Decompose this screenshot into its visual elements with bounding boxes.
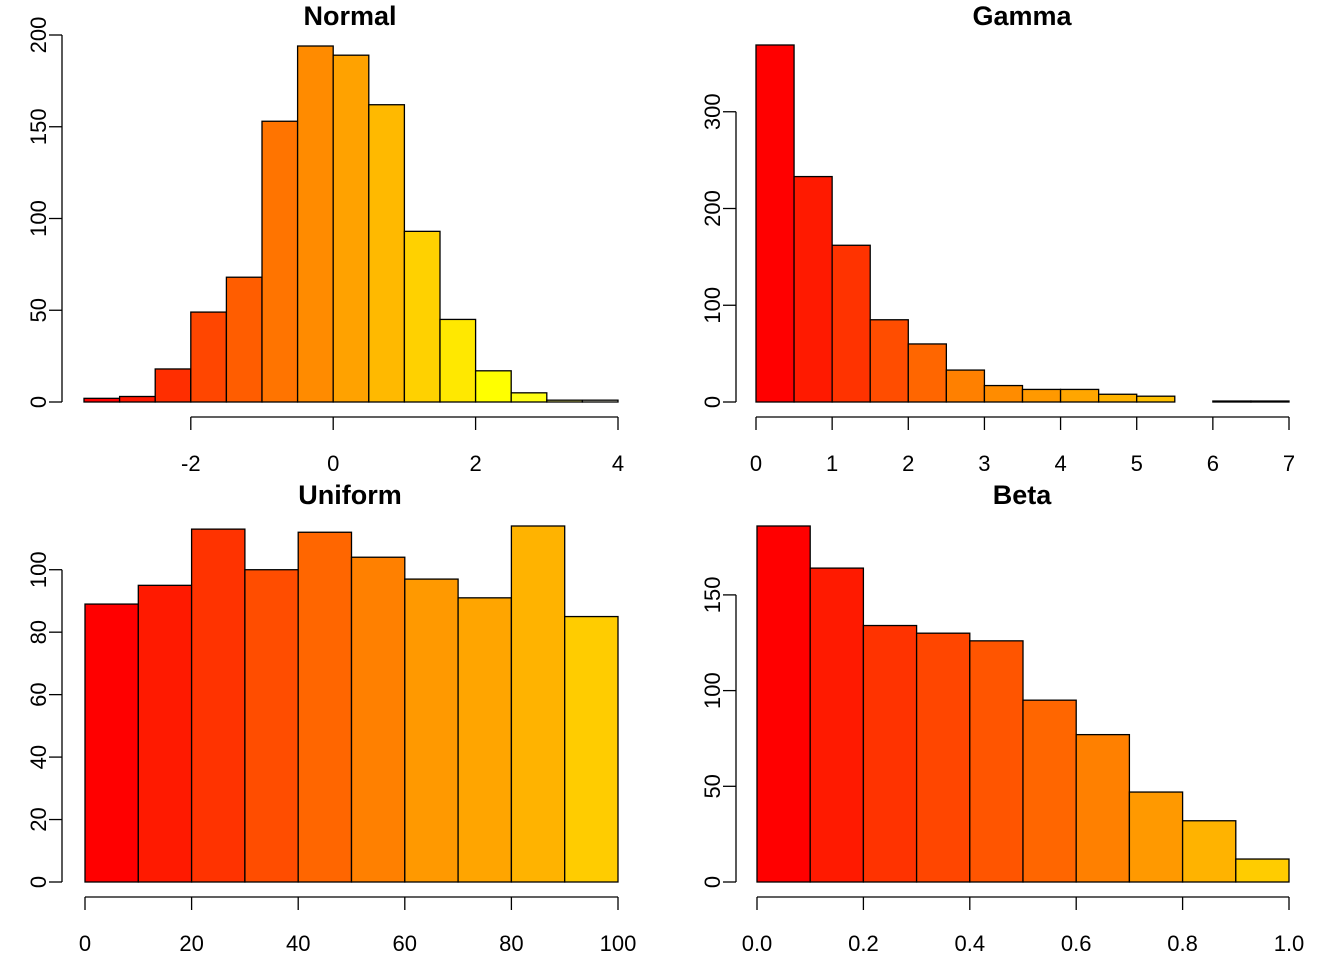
bar [1235,858,1290,883]
bar [118,395,156,403]
y-tick-label: 20 [26,807,51,831]
bar [137,584,193,883]
chart-title: Gamma [972,1,1072,31]
bar [261,120,299,403]
y-tick-label: 40 [26,745,51,769]
bar [907,343,948,403]
bar [457,597,513,883]
bar [1059,388,1100,403]
x-tick-label: 1 [826,451,838,476]
x-tick-label: -2 [181,451,201,476]
y-tick-label: 60 [26,682,51,706]
bar [1136,395,1176,403]
bar [793,175,833,403]
bar [1128,791,1184,883]
bar [404,578,459,883]
y-tick-label: 100 [700,672,725,709]
x-tick-label: 3 [978,451,990,476]
bar [1075,733,1131,883]
y-tick-label: 300 [700,93,725,130]
bar [439,318,477,403]
bar [1212,400,1252,403]
x-tick-label: 0.4 [955,931,986,956]
bar [1021,388,1062,403]
bar [474,370,512,403]
bar [225,276,263,403]
bar [154,368,192,403]
x-tick-label: 7 [1283,451,1295,476]
bar [350,556,406,883]
x-tick-label: 5 [1131,451,1143,476]
x-tick-label: 6 [1207,451,1219,476]
bar [403,230,441,403]
x-tick-label: 2 [902,451,914,476]
bar [1022,699,1077,883]
y-tick-label: 100 [700,287,725,324]
x-tick-label: 1.0 [1274,931,1305,956]
bar [564,615,619,883]
bar [831,244,871,403]
y-tick-label: 150 [26,108,51,145]
x-tick-label: 2 [469,451,481,476]
y-tick-label: 200 [700,190,725,227]
y-tick-label: 50 [26,298,51,322]
bar [1250,400,1290,403]
x-tick-label: 0 [750,451,762,476]
chart-title: Uniform [298,480,402,510]
chart-title: Normal [303,1,396,31]
bar [809,567,865,883]
y-tick-label: 150 [700,577,725,614]
bar [510,525,566,883]
bar [969,640,1024,883]
bar [862,624,918,883]
bar [755,44,795,403]
bar [945,369,986,403]
x-tick-label: 0.6 [1061,931,1092,956]
bar [190,528,246,883]
x-tick-label: 4 [612,451,624,476]
y-tick-label: 0 [700,876,725,888]
x-tick-label: 0 [327,451,339,476]
bar [296,45,334,403]
y-tick-label: 50 [700,774,725,798]
x-tick-label: 100 [600,931,637,956]
bar [510,392,548,403]
bar [368,104,406,403]
x-tick-label: 0.0 [742,931,773,956]
bar [244,569,299,883]
x-tick-label: 0.8 [1167,931,1198,956]
bar [84,603,139,883]
bar [756,525,811,883]
bar [983,384,1024,403]
bar [546,399,584,403]
bar [1097,393,1138,403]
x-tick-label: 40 [286,931,310,956]
y-tick-label: 0 [26,396,51,408]
x-tick-label: 0.2 [848,931,879,956]
chart-title: Beta [993,480,1053,510]
x-tick-label: 4 [1054,451,1066,476]
bar [1181,820,1237,883]
bar [869,319,909,403]
x-tick-label: 0 [79,931,91,956]
bar [581,399,619,403]
x-tick-label: 80 [499,931,523,956]
x-tick-label: 60 [393,931,417,956]
y-tick-label: 200 [26,17,51,54]
bar [915,632,971,883]
bar [83,397,121,403]
x-tick-label: 20 [179,931,203,956]
y-tick-label: 100 [26,200,51,237]
bar [332,54,370,403]
bar [190,311,228,403]
bar [297,531,353,883]
y-tick-label: 80 [26,620,51,644]
y-tick-label: 0 [700,396,725,408]
y-tick-label: 0 [26,876,51,888]
y-tick-label: 100 [26,551,51,588]
